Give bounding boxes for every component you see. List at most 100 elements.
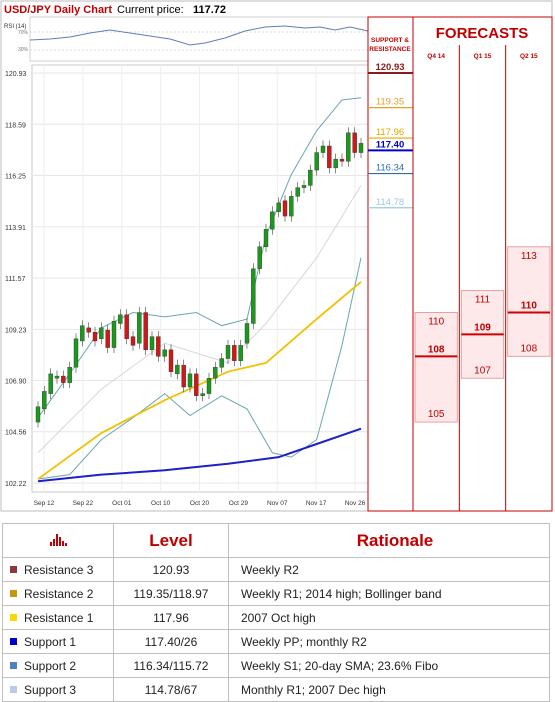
candle xyxy=(276,202,281,212)
x-tick-label: Sep 22 xyxy=(73,500,94,507)
row-name: Support 3 xyxy=(24,682,77,697)
candle xyxy=(263,229,269,247)
forecasts-panel: FORECASTS Q4 14 110 108 105 Q1 15 111 109 107 Q2… xyxy=(412,16,553,512)
x-tick-label: Oct 01 xyxy=(112,500,132,507)
forecasts-title: FORECASTS xyxy=(436,25,529,42)
table-row: Resistance 1 117.96 2007 Oct high xyxy=(2,605,550,630)
x-tick-label: Nov 17 xyxy=(306,500,327,507)
x-tick-label: Nov 26 xyxy=(345,500,366,507)
candle xyxy=(92,332,98,342)
table-row: Support 1 117.40/26 Weekly PP; monthly R2 xyxy=(2,629,550,654)
price-plot: 120.93 118.59 116.25 113.91 111.57 109.23 106.… xyxy=(5,64,369,507)
candle xyxy=(118,314,123,324)
header-icon-cell xyxy=(2,523,114,558)
rsi-line xyxy=(29,25,369,46)
row-level: 117.40/26 xyxy=(113,629,229,654)
chart-title: USD/JPY Daily Chart xyxy=(4,4,112,16)
x-tick-label: Oct 20 xyxy=(190,500,210,507)
candle xyxy=(327,145,332,169)
row-level: 119.35/118.97 xyxy=(113,581,229,606)
candle xyxy=(130,336,136,346)
level-label: 114.78 xyxy=(376,197,404,208)
level-label: 116.34 xyxy=(376,163,404,174)
y-tick-label: 113.91 xyxy=(5,225,26,232)
levels-panel-title-1: SUPPORT & xyxy=(371,37,409,44)
candle xyxy=(352,132,357,153)
candle xyxy=(42,391,47,410)
candle xyxy=(295,187,300,197)
forecast-high-label: 111 xyxy=(475,295,491,306)
candle xyxy=(320,145,326,153)
level-label: 119.35 xyxy=(376,97,404,108)
candle xyxy=(213,367,218,379)
candle xyxy=(54,375,60,379)
candle xyxy=(225,345,231,359)
candle xyxy=(143,312,148,350)
candle xyxy=(194,373,199,396)
row-name: Resistance 2 xyxy=(24,586,94,601)
candle xyxy=(73,338,79,368)
forecast-low-label: 108 xyxy=(520,343,537,354)
candle xyxy=(99,327,104,340)
row-level: 120.93 xyxy=(113,557,229,582)
legend-swatch xyxy=(10,614,17,622)
candle xyxy=(219,358,224,368)
legend-swatch xyxy=(10,638,17,646)
row-name-cell: Resistance 3 xyxy=(2,557,114,582)
y-tick-label: 118.59 xyxy=(5,122,26,129)
candle xyxy=(187,373,193,388)
forecast-range-box xyxy=(507,246,551,357)
sma-yellow-line xyxy=(37,281,362,480)
levels-panel-title-2: RESISTANCE xyxy=(369,46,411,53)
support-resistance-panel: SUPPORT & RESISTANCE 120.93119.35117.961… xyxy=(367,16,414,512)
forecast-low-label: 107 xyxy=(474,365,491,376)
candle xyxy=(244,323,250,344)
row-rationale: Weekly S1; 20-day SMA; 23.6% Fibo xyxy=(228,653,550,678)
candle xyxy=(181,364,186,388)
candle xyxy=(339,158,345,162)
candle xyxy=(124,314,129,340)
bar-chart-icon xyxy=(50,534,67,546)
forecast-low-label: 105 xyxy=(428,409,445,420)
table-row: Support 3 114.78/67 Monthly R1; 2007 Dec h… xyxy=(2,677,550,702)
row-rationale: Weekly R2 xyxy=(228,557,550,582)
candle xyxy=(175,364,180,375)
row-level: 116.34/115.72 xyxy=(113,653,229,678)
level-label: 120.93 xyxy=(375,62,404,73)
rsi-level-30: 30% xyxy=(18,47,29,53)
legend-swatch xyxy=(10,566,17,574)
candle xyxy=(251,268,256,324)
forecast-high-label: 110 xyxy=(428,317,444,328)
header-level: Level xyxy=(113,523,229,558)
candle xyxy=(105,329,110,348)
row-name-cell: Support 1 xyxy=(2,629,114,654)
x-tick-label: Oct 10 xyxy=(151,500,171,507)
table-row: Support 2 116.34/115.72 Weekly S1; 20-day … xyxy=(2,653,550,678)
candle xyxy=(232,345,237,361)
candle xyxy=(200,393,205,396)
y-tick-label: 116.25 xyxy=(5,174,26,181)
forecast-range-box xyxy=(414,312,458,423)
sma-blue-line xyxy=(37,427,362,483)
levels-table: Level Rationale Resistance 3 120.93 Weekly… xyxy=(2,523,550,702)
row-name: Resistance 3 xyxy=(24,562,94,577)
row-level: 114.78/67 xyxy=(113,677,229,702)
rsi-level-70: 70% xyxy=(18,30,29,36)
forecast-median-label: 110 xyxy=(521,301,538,312)
y-tick-label: 102.22 xyxy=(5,481,27,488)
legend-swatch xyxy=(10,590,17,598)
candle xyxy=(137,312,142,344)
candle xyxy=(333,158,338,169)
candle xyxy=(61,375,66,383)
candle xyxy=(346,132,351,162)
candle xyxy=(289,196,294,217)
level-label: 117.40 xyxy=(376,139,405,150)
candle xyxy=(149,336,155,350)
candle xyxy=(162,349,167,357)
candle xyxy=(80,325,85,342)
level-label: 117.96 xyxy=(376,127,404,138)
candle xyxy=(238,345,243,361)
row-name-cell: Support 3 xyxy=(2,677,114,702)
legend-swatch xyxy=(10,686,17,694)
row-name: Resistance 1 xyxy=(24,610,94,625)
